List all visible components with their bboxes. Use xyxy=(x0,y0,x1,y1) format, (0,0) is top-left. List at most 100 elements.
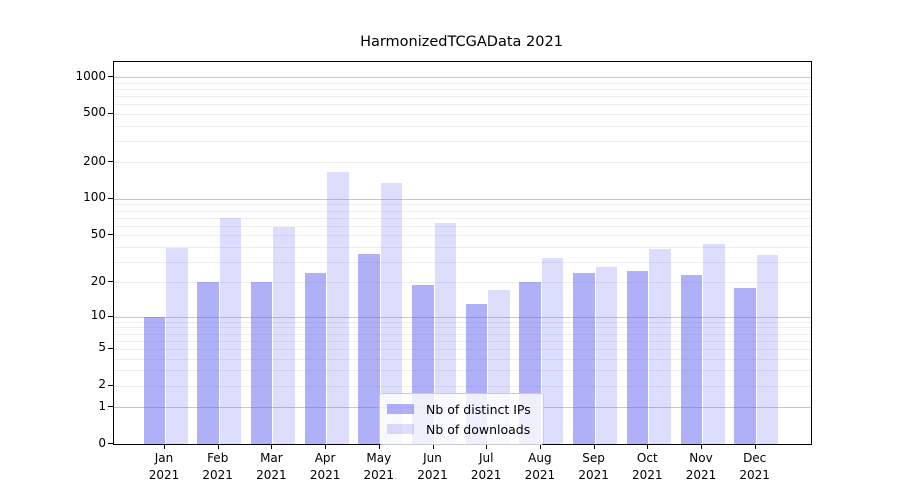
x-tick-label: Jan 2021 xyxy=(133,450,195,483)
plot-area xyxy=(113,61,812,445)
y-tick-label: 5 xyxy=(98,340,106,355)
x-tick-mark xyxy=(378,444,380,449)
y-tick-label: 10 xyxy=(90,308,106,323)
bar-downloads-mar xyxy=(273,227,295,444)
x-tick-label-year: 2021 xyxy=(685,467,717,482)
x-tick-label: Nov 2021 xyxy=(670,450,732,483)
x-tick-label-year: 2021 xyxy=(524,467,556,482)
bar-downloads-sep xyxy=(595,267,618,444)
y-tick-label: 2 xyxy=(98,377,106,392)
y-tick-label: 50 xyxy=(90,226,106,241)
gridline-minor xyxy=(114,333,811,335)
y-tick-label: 1 xyxy=(98,398,106,413)
bar-downloads-apr xyxy=(327,172,349,444)
x-tick-label: Feb 2021 xyxy=(187,450,249,483)
gridline-minor xyxy=(114,225,811,227)
bar-downloads-nov xyxy=(703,244,725,444)
x-tick-label-year: 2021 xyxy=(632,467,663,482)
gridline-minor xyxy=(114,235,811,237)
x-tick-label-year: 2021 xyxy=(202,467,233,482)
x-tick-label: Jun 2021 xyxy=(402,450,464,483)
y-tick-mark xyxy=(108,234,113,236)
x-tick-label-year: 2021 xyxy=(363,467,395,482)
gridline-major xyxy=(114,77,811,79)
x-tick-label: Jul 2021 xyxy=(455,450,517,483)
bar-distinct-ips-jan xyxy=(143,316,165,444)
gridline-minor xyxy=(114,95,811,97)
x-tick-label: Oct 2021 xyxy=(616,450,678,483)
y-tick-mark xyxy=(108,112,113,114)
gridline-minor xyxy=(114,340,811,342)
bar-downloads-oct xyxy=(649,249,671,444)
bar-downloads-jun xyxy=(434,223,456,444)
bar-downloads-feb xyxy=(219,217,242,444)
plot-inner xyxy=(114,62,811,444)
y-tick-mark xyxy=(108,384,113,386)
x-tick-mark xyxy=(271,444,273,449)
x-tick-label-year: 2021 xyxy=(578,467,609,482)
bar-distinct-ips-apr xyxy=(304,273,327,444)
bar-distinct-ips-oct xyxy=(626,270,649,444)
x-tick-label-year: 2021 xyxy=(470,467,502,482)
bar-distinct-ips-dec xyxy=(734,287,756,444)
y-tick-mark xyxy=(108,76,113,78)
x-tick-label: Sep 2021 xyxy=(563,450,625,483)
gridline-minor xyxy=(114,104,811,106)
legend-label-downloads: Nb of downloads xyxy=(426,421,531,437)
x-tick-label-year: 2021 xyxy=(148,467,180,482)
x-tick-label: Apr 2021 xyxy=(294,450,356,483)
y-tick-mark xyxy=(108,161,113,163)
bar-distinct-ips-sep xyxy=(573,273,595,444)
gridline-minor xyxy=(114,113,811,115)
legend-swatch-distinct-ips xyxy=(387,404,414,414)
y-tick-mark xyxy=(108,347,113,349)
x-tick-label-year: 2021 xyxy=(739,467,770,482)
bar-distinct-ips-mar xyxy=(250,282,273,444)
bar-downloads-aug xyxy=(541,258,564,444)
legend-swatch-downloads xyxy=(387,424,414,434)
gridline-minor xyxy=(114,321,811,323)
legend-label-distinct-ips: Nb of distinct IPs xyxy=(426,401,531,417)
y-tick-label: 1000 xyxy=(75,68,106,83)
x-tick-label: Mar 2021 xyxy=(240,450,302,483)
legend: Nb of distinct IPs Nb of downloads xyxy=(379,393,544,445)
bar-distinct-ips-feb xyxy=(197,282,219,444)
bar-downloads-may xyxy=(380,183,403,444)
y-tick-mark xyxy=(108,406,113,408)
y-tick-mark xyxy=(108,281,113,283)
x-tick-label: May 2021 xyxy=(348,450,410,483)
gridline-minor xyxy=(114,204,811,206)
x-tick-label-year: 2021 xyxy=(417,467,448,482)
x-tick-mark xyxy=(647,444,649,449)
gridline-minor xyxy=(114,140,811,142)
legend-item-distinct-ips: Nb of distinct IPs xyxy=(387,399,531,419)
legend-item-downloads: Nb of downloads xyxy=(387,419,531,439)
gridline-minor xyxy=(114,261,811,263)
gridline-minor xyxy=(114,358,811,360)
gridline-minor xyxy=(114,348,811,350)
x-tick-mark xyxy=(593,444,595,449)
x-tick-mark xyxy=(701,444,702,449)
x-tick-mark xyxy=(325,444,327,449)
x-tick-mark xyxy=(164,444,165,449)
y-tick-label: 500 xyxy=(83,105,106,120)
x-tick-mark xyxy=(486,444,488,449)
gridline-major xyxy=(114,198,811,200)
x-tick-mark xyxy=(217,444,219,449)
gridline-minor xyxy=(114,327,811,329)
x-tick-mark xyxy=(754,444,756,449)
x-tick-mark xyxy=(539,444,541,449)
x-tick-label: Aug 2021 xyxy=(509,450,571,483)
x-tick-label-year: 2021 xyxy=(256,467,287,482)
gridline-minor xyxy=(114,210,811,212)
bar-downloads-jan xyxy=(166,248,188,444)
y-tick-mark xyxy=(108,315,113,317)
chart-title: HarmonizedTCGAData 2021 xyxy=(360,34,563,50)
bar-distinct-ips-may xyxy=(358,253,380,444)
x-tick-label-year: 2021 xyxy=(309,467,341,482)
bar-downloads-dec xyxy=(756,255,779,444)
gridline-minor xyxy=(114,162,811,164)
gridline-minor xyxy=(114,88,811,90)
bar-distinct-ips-nov xyxy=(680,275,702,444)
